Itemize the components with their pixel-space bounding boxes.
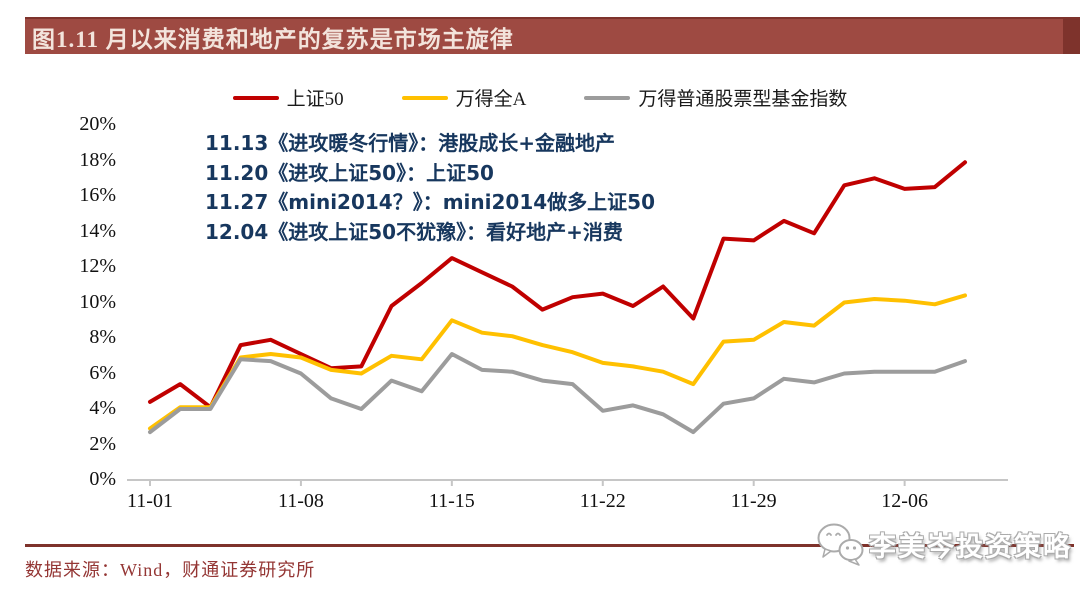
series-line-万得全A [148, 293, 967, 431]
legend-swatch [401, 95, 448, 100]
annotation-line: 11.20《进攻上证50》：上证50 [205, 160, 494, 185]
watermark: 李美岑投资策略 [815, 520, 1072, 568]
x-axis-label: 11-22 [579, 490, 626, 512]
title-bar-right-edge [1063, 17, 1080, 54]
y-axis-label: 6% [89, 361, 116, 384]
y-axis-label: 10% [79, 290, 116, 313]
series-line-上证50 [148, 160, 967, 410]
chart-annotations: 11.13《进攻暖冬行情》：港股成长+金融地产 11.20《进攻上证50》：上证5… [205, 129, 655, 247]
annotation-line: 12.04《进攻上证50不犹豫》：看好地产+消费 [205, 219, 623, 244]
y-axis-label: 14% [79, 219, 116, 242]
y-axis-label: 12% [79, 255, 116, 277]
watermark-text: 李美岑投资策略 [869, 531, 1072, 563]
legend-item-上证50: 上证50 [232, 84, 344, 111]
x-axis-label: 12-06 [881, 490, 928, 512]
y-axis-label: 2% [89, 432, 116, 455]
x-axis-label: 11-15 [428, 490, 475, 512]
y-axis-label: 4% [89, 397, 116, 419]
series-line-万得普通股票型基金指数 [148, 352, 967, 435]
x-axis-label: 11-01 [127, 490, 173, 512]
data-source: 数据来源：Wind，财通证券研究所 [25, 560, 316, 580]
figure-title: 图1.11 月以来消费和地产的复苏是市场主旋律 [32, 26, 514, 52]
y-axis-label: 0% [89, 468, 116, 490]
x-axis-label: 11-29 [730, 490, 777, 512]
legend-item-万得普通股票型基金指数: 万得普通股票型基金指数 [584, 84, 847, 111]
wechat-chat-bubbles-icon [817, 523, 864, 566]
y-axis-label: 18% [79, 148, 116, 171]
legend-swatch [584, 95, 631, 100]
footer-divider-line [25, 544, 1074, 547]
y-axis-label: 20% [79, 113, 116, 135]
legend-item-万得全A: 万得全A [401, 84, 527, 111]
y-axis-label: 8% [89, 326, 116, 348]
legend-label: 上证50 [286, 89, 344, 110]
chart-legend: 上证50 万得全A 万得普通股票型基金指数 [0, 84, 1080, 111]
annotation-line: 11.27《mini2014？》：mini2014做多上证50 [205, 190, 655, 214]
figure-title-bar: 图1.11 月以来消费和地产的复苏是市场主旋律 [25, 17, 1063, 54]
legend-label: 万得普通股票型基金指数 [638, 89, 848, 110]
annotation-line: 11.13《进攻暖冬行情》：港股成长+金融地产 [205, 131, 616, 155]
legend-label: 万得全A [455, 89, 527, 110]
y-axis-label: 16% [79, 184, 116, 206]
legend-swatch [232, 95, 279, 100]
x-axis-label: 11-08 [277, 490, 324, 512]
